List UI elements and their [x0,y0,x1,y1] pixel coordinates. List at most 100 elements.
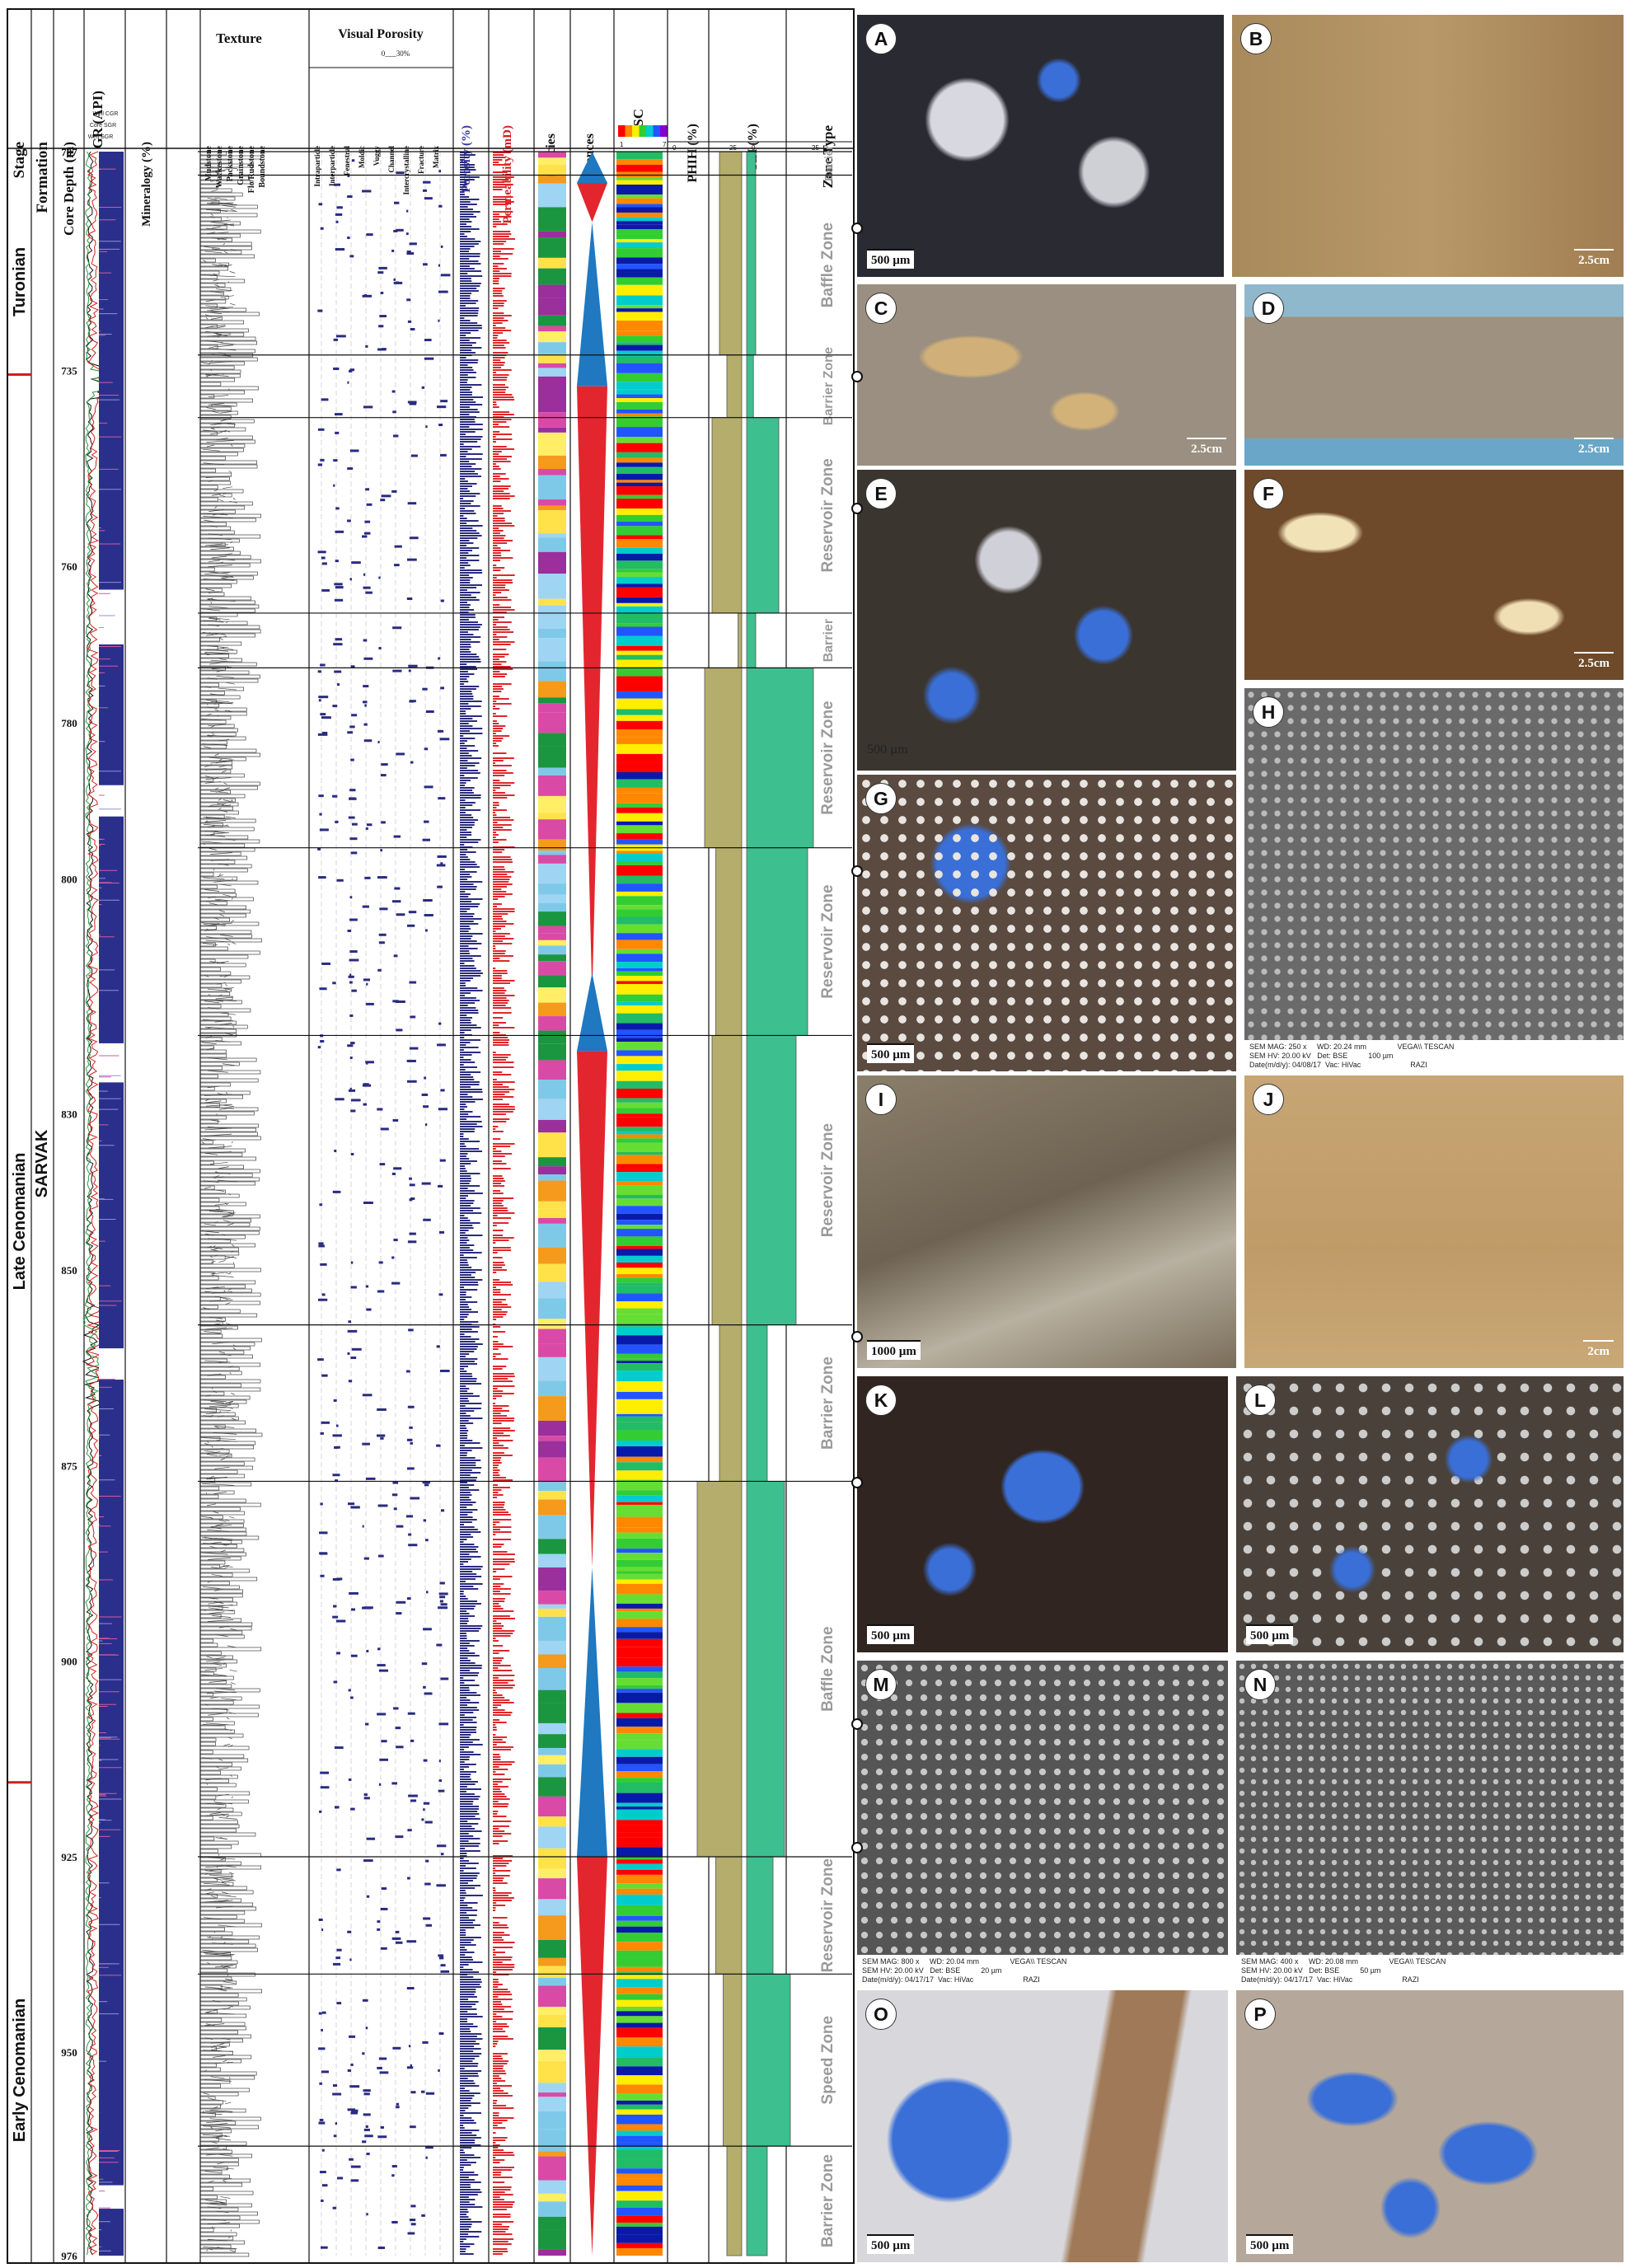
visual-porosity-mark [349,449,359,452]
texture-hatch [203,1723,222,1727]
texture-hatch [202,743,228,746]
porosity-bar [460,1272,476,1273]
texture-bar [199,1300,260,1305]
porosity-bar [460,1440,473,1441]
photo-letter: J [1253,1084,1284,1115]
porosity-bar [460,814,472,816]
porosity-bar [460,1358,478,1360]
texture-hatch [214,264,227,267]
texture-hatch [224,264,232,267]
texture-bar [199,303,218,308]
texture-hatch [229,500,237,504]
texture-bar [199,1947,258,1952]
visual-porosity-mark [410,761,414,764]
visual-porosity-mark [393,229,398,232]
texture-bar [199,1317,226,1322]
texture-bar [199,559,262,564]
visual-porosity-mark [349,789,356,792]
porosity-bar [460,2117,472,2119]
texture-hatch [213,1673,227,1676]
porosity-bar [460,624,482,626]
permeability-bar [493,772,513,774]
core-facies-band [538,354,566,363]
permeability-bar [493,1507,504,1508]
visual-porosity-mark [425,2156,428,2159]
psc-band [616,1559,663,1567]
visual-porosity-mark [366,1308,372,1311]
psc-band [616,2158,663,2169]
texture-hatch [210,659,235,663]
visual-porosity-mark [377,1504,388,1507]
porosity-bar [460,1877,477,1879]
texture-hatch [208,560,220,563]
permeability-bar [493,1190,501,1192]
core-facies-band [538,1966,566,1978]
permeability-bar [493,671,500,672]
permeability-bar [493,1356,496,1357]
permeability-bar [493,1969,513,1970]
visual-porosity-mark [438,1293,443,1296]
texture-hatch [218,994,223,997]
porosity-bar [460,1934,466,1936]
permeability-bar [493,1099,503,1100]
texture-hatch [204,1917,222,1920]
phih-step [719,151,743,356]
visual-porosity-mark [410,1799,417,1802]
permeability-bar [493,216,512,218]
visual-porosity-mark [362,905,369,908]
core-facies-band [538,1380,566,1397]
psc-band [616,2222,663,2227]
permeability-bar [493,1724,496,1726]
porosity-bar [460,945,469,947]
visual-porosity-mark [392,669,402,672]
texture-bar [199,369,241,374]
texture-hatch [218,1539,232,1542]
visual-porosity-mark [407,1712,415,1715]
visual-porosity-mark [321,2184,328,2187]
texture-hatch [214,1202,229,1206]
visual-porosity-mark [378,941,385,944]
texture-hatch [210,602,213,604]
core-facies-band [538,1343,566,1357]
porosity-bar [460,693,473,695]
porosity-bar [460,2164,471,2166]
porosity-bar [460,1076,474,1078]
psc-band [616,1029,663,1038]
permeability-bar [493,943,513,944]
texture-bar [199,1741,216,1746]
porosity-bar [460,1900,464,1901]
porosity-bar [460,238,476,240]
psc-band [616,1462,663,1471]
visual-porosity-mark [440,862,443,865]
permeability-bar [493,639,499,640]
permeability-bar [493,2181,505,2183]
porosity-bar [460,1734,471,1736]
visual-porosity-mark [381,821,386,824]
core-facies-band [538,1436,566,1441]
permeability-bar [493,1230,504,1231]
permeability-bar [493,1939,504,1941]
porosity-bar [460,1885,481,1886]
texture-bar [199,1235,246,1239]
scale-bar: 2cm [1583,1340,1614,1360]
porosity-bar [460,1462,476,1464]
texture-hatch [223,242,226,246]
psc-band [616,466,663,474]
visual-porosity-mark [332,1577,340,1581]
permeability-bar [493,604,500,606]
porosity-bar [460,636,481,638]
psc-band [616,753,663,763]
porosity-bar [460,1947,465,1948]
psc-band [616,1847,663,1857]
porosity-bar [460,1828,476,1830]
permeability-bar [493,335,499,336]
visual-porosity-mark [363,1083,369,1086]
texture-bar [199,588,223,593]
psc-band [616,1102,663,1108]
permeability-bar [493,733,496,734]
texture-hatch [212,513,224,516]
visual-porosity-mark [438,797,446,800]
permeability-bar [493,797,508,799]
texture-bar [199,377,236,382]
psc-band [616,185,663,195]
